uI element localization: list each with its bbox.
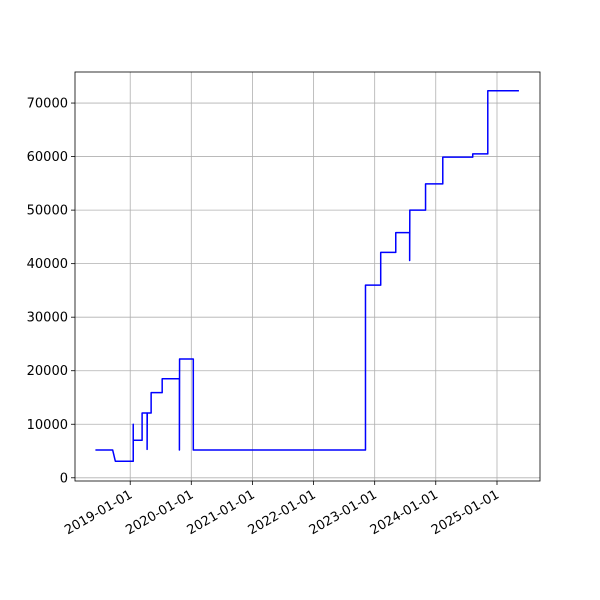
- y-tick-label: 50000: [27, 204, 68, 219]
- y-tick-label: 20000: [27, 364, 68, 379]
- y-tick-label: 40000: [27, 257, 68, 272]
- plot-area: [95, 89, 519, 462]
- grid: [75, 72, 540, 481]
- y-tick-label: 0: [60, 471, 68, 486]
- axes-frame: [74, 71, 541, 482]
- y-tick-label: 30000: [27, 311, 68, 326]
- y-tick-label: 60000: [27, 150, 68, 165]
- data-line: [95, 89, 519, 462]
- y-tick-label: 10000: [27, 418, 68, 433]
- y-tick-label: 70000: [27, 97, 68, 112]
